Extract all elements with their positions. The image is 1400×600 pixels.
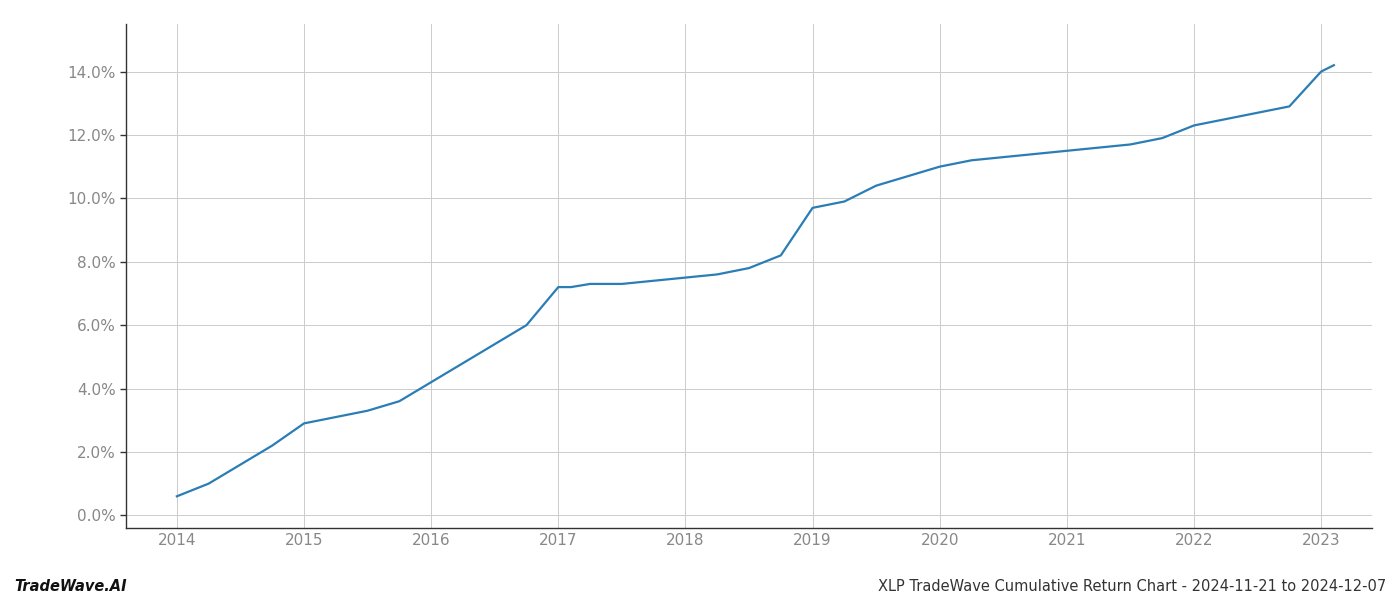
Text: TradeWave.AI: TradeWave.AI [14, 579, 126, 594]
Text: XLP TradeWave Cumulative Return Chart - 2024-11-21 to 2024-12-07: XLP TradeWave Cumulative Return Chart - … [878, 579, 1386, 594]
